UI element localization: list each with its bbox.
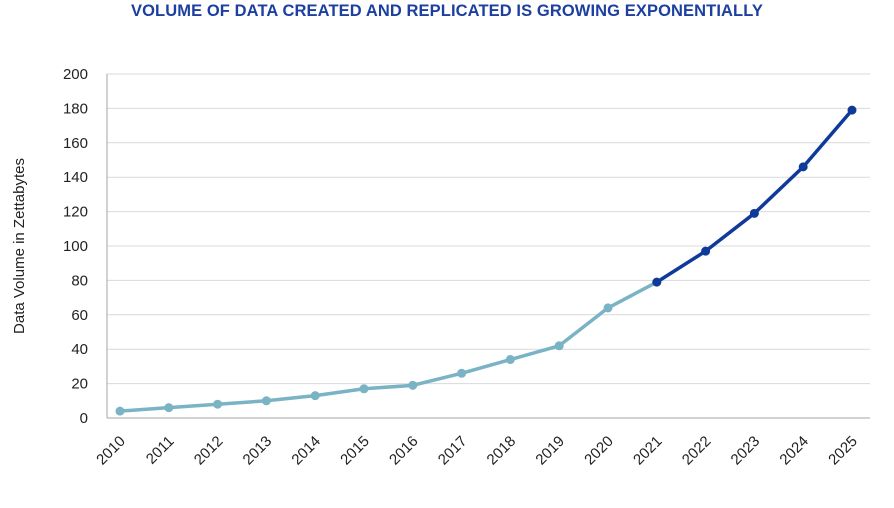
y-tick-label: 180 (63, 100, 88, 117)
x-tick-label: 2021 (630, 433, 666, 469)
x-tick-labels: 2010 2011 2012 2013 2014 2015 2016 2017 2018 2019… (93, 433, 861, 469)
x-tick-label: 2014 (288, 433, 324, 469)
x-tick-label: 2023 (728, 433, 764, 469)
x-tick-label: 2015 (337, 433, 373, 469)
data-point (408, 380, 418, 390)
y-tick-label: 140 (63, 169, 88, 186)
data-point (505, 355, 515, 365)
data-point (115, 406, 125, 416)
data-point (261, 396, 271, 406)
data-point (652, 277, 662, 287)
x-tick-label: 2025 (825, 433, 861, 469)
y-tick-labels: 0 20 40 60 80 100 120 140 160 180 200 (63, 66, 88, 427)
data-point (701, 246, 711, 256)
y-tick-label: 80 (71, 272, 88, 289)
x-tick-label: 2017 (435, 433, 471, 469)
gridlines (106, 73, 870, 419)
series-line-0 (118, 280, 659, 413)
data-point (457, 368, 467, 378)
data-point (798, 162, 808, 172)
data-point (310, 391, 320, 401)
data-point (749, 208, 759, 218)
data-point (603, 303, 613, 313)
data-point (164, 403, 174, 413)
y-tick-label: 60 (71, 307, 88, 324)
x-tick-label: 2018 (484, 433, 520, 469)
y-axis-label: Data Volume in Zettabytes (11, 158, 28, 334)
x-tick-label: 2016 (386, 433, 422, 469)
x-tick-label: 2024 (776, 433, 812, 469)
y-tick-label: 200 (63, 66, 88, 83)
data-point (847, 105, 857, 115)
x-tick-label: 2010 (93, 433, 129, 469)
y-tick-label: 100 (63, 238, 88, 255)
x-tick-label: 2022 (679, 433, 715, 469)
y-tick-label: 20 (71, 376, 88, 393)
y-tick-label: 40 (71, 341, 88, 358)
series-lines (118, 108, 854, 413)
y-tick-label: 0 (80, 410, 88, 427)
x-tick-label: 2019 (532, 433, 568, 469)
data-point (554, 341, 564, 351)
x-tick-label: 2011 (143, 433, 178, 468)
x-tick-label: 2012 (191, 433, 227, 469)
x-tick-label: 2020 (581, 433, 617, 469)
chart-title: VOLUME OF DATA CREATED AND REPLICATED IS… (131, 2, 763, 20)
series-points (115, 105, 857, 416)
data-point (213, 399, 223, 409)
y-tick-label: 160 (63, 135, 88, 152)
series-line-1 (655, 108, 854, 284)
y-tick-label: 120 (63, 204, 88, 221)
data-point (359, 384, 369, 394)
x-tick-label: 2013 (240, 433, 276, 469)
